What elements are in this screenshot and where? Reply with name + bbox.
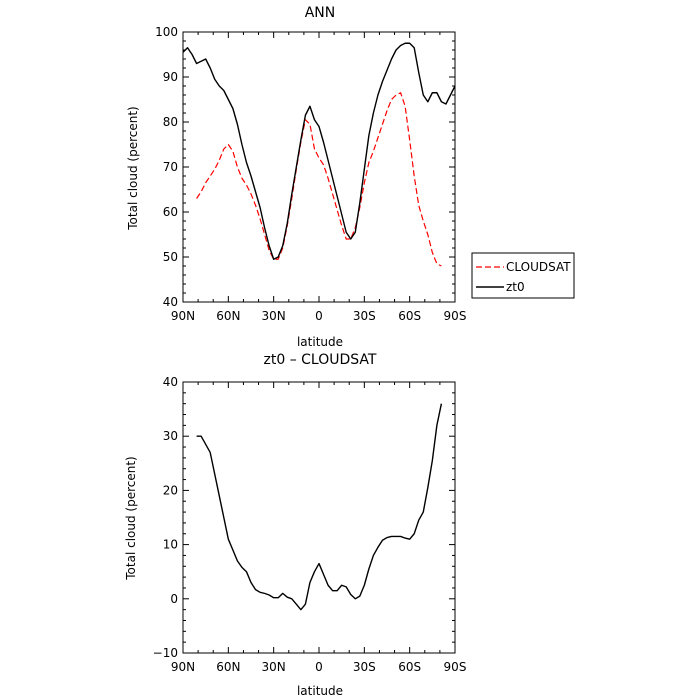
bottom-y-axis-label: Total cloud (percent) — [124, 456, 138, 580]
top-x-axis-label: latitude — [297, 335, 343, 349]
bottom-x-tick-label: 30S — [353, 660, 376, 674]
bottom-y-tick-label: 10 — [163, 538, 178, 552]
series-line-zt0 — [182, 42, 456, 260]
top-plot-frame — [182, 31, 456, 303]
top-y-tick-label: 70 — [163, 160, 178, 174]
top-panel-title: ANN — [305, 5, 336, 21]
top-x-tick-label: 60N — [216, 309, 240, 323]
bottom-y-tick-label: −10 — [153, 646, 178, 660]
bottom-panel-title: zt0 – CLOUDSAT — [264, 352, 377, 368]
bottom-y-tick-label: 0 — [170, 592, 178, 606]
bottom-x-tick-label: 30N — [262, 660, 286, 674]
top-panel: ANN 90N 60N 30N 0 30S 60S 90S 40 50 60 70 80 90 100 l… — [126, 5, 575, 349]
bottom-x-axis-label: latitude — [297, 684, 343, 698]
bottom-panel-ticks: 90N 60N 30N 0 30S 60S 90S −10 0 10 20 30 40 — [153, 375, 467, 674]
top-y-axis-label: Total cloud (percent) — [126, 106, 140, 230]
top-panel-plot-area — [182, 31, 456, 303]
top-y-tick-label: 90 — [163, 70, 178, 84]
top-x-tick-label: 30S — [353, 309, 376, 323]
top-panel-series — [182, 42, 456, 267]
top-y-tick-label: 80 — [163, 115, 178, 129]
bottom-panel: zt0 – CLOUDSAT 90N 60N 30N 0 30S 60S 90S −10 0 10… — [124, 352, 466, 698]
bottom-x-tick-label: 60N — [216, 660, 240, 674]
bottom-y-tick-label: 30 — [163, 429, 178, 443]
legend-box — [471, 252, 575, 299]
bottom-x-tick-label: 90N — [171, 660, 195, 674]
top-y-tick-label: 50 — [163, 250, 178, 264]
legend-label-zt0: zt0 — [506, 280, 525, 294]
bottom-y-tick-label: 40 — [163, 375, 178, 389]
legend: CLOUDSAT zt0 — [471, 252, 575, 299]
bottom-x-tick-label: 0 — [315, 660, 323, 674]
series-line-difference — [196, 403, 443, 611]
bottom-y-tick-label: 20 — [163, 483, 178, 497]
top-y-tick-label: 100 — [155, 25, 178, 39]
top-x-tick-label: 0 — [315, 309, 323, 323]
top-x-tick-label: 90S — [444, 309, 467, 323]
top-x-tick-label: 60S — [398, 309, 421, 323]
top-x-tick-label: 30N — [262, 309, 286, 323]
bottom-panel-series — [196, 403, 443, 611]
bottom-x-tick-label: 90S — [444, 660, 467, 674]
bottom-x-tick-label: 60S — [398, 660, 421, 674]
legend-label-cloudsat: CLOUDSAT — [506, 260, 571, 274]
top-x-tick-label: 90N — [171, 309, 195, 323]
top-y-tick-label: 40 — [163, 295, 178, 309]
top-y-tick-label: 60 — [163, 205, 178, 219]
series-line-cloudsat — [196, 92, 442, 267]
top-panel-ticks: 90N 60N 30N 0 30S 60S 90S 40 50 60 70 80 90 100 — [155, 25, 466, 323]
